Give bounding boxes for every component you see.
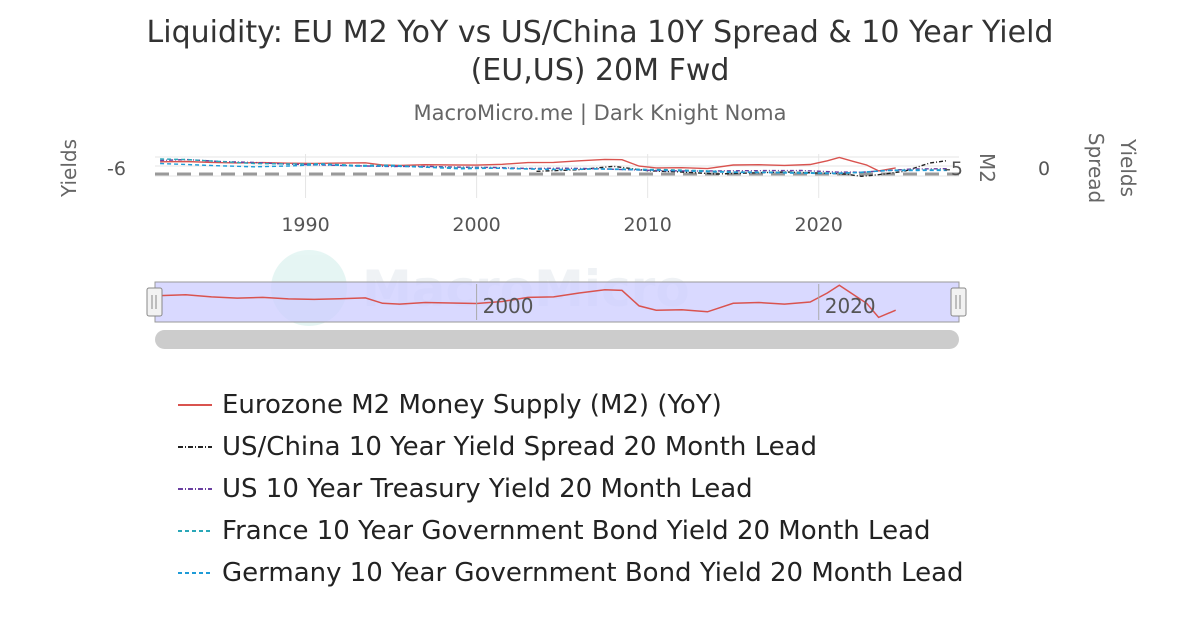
m2-axis-tick: -5 xyxy=(944,158,963,180)
navigator-scrollbar[interactable] xyxy=(155,330,959,349)
left-axis-label: Yields xyxy=(57,139,81,198)
plot-grid xyxy=(155,154,959,198)
legend-label-france: France 10 Year Government Bond Yield 20 … xyxy=(222,516,931,546)
spread-axis-label-line-1: Yields xyxy=(1116,138,1140,197)
chart-title-line-1: Liquidity: EU M2 YoY vs US/China 10Y Spr… xyxy=(146,15,1054,50)
navigator-left-handle[interactable] xyxy=(146,287,163,317)
m2-axis-label: M2 xyxy=(975,153,999,183)
x-tick-label: 2010 xyxy=(623,214,671,236)
legend-swatch-us10y xyxy=(178,488,212,490)
chart-title-line-2: (EU,US) 20M Fwd xyxy=(470,53,730,88)
chart-subtitle: MacroMicro.me | Dark Knight Noma xyxy=(413,101,787,125)
x-tick-label: 2020 xyxy=(795,214,843,236)
legend-label-germany: Germany 10 Year Government Bond Yield 20… xyxy=(222,558,964,588)
plot-series xyxy=(160,156,948,178)
legend-swatch-spread xyxy=(178,446,212,448)
spread-axis-label-line-2: Spread xyxy=(1084,133,1108,203)
x-tick-label: 1990 xyxy=(281,214,329,236)
legend-item-germany[interactable]: Germany 10 Year Government Bond Yield 20… xyxy=(178,552,964,594)
legend-swatch-france xyxy=(178,530,212,532)
legend-label-eu-m2: Eurozone M2 Money Supply (M2) (YoY) xyxy=(222,390,722,420)
series-spread xyxy=(536,160,948,178)
legend-label-spread: US/China 10 Year Yield Spread 20 Month L… xyxy=(222,432,818,462)
series-germany xyxy=(160,162,948,175)
x-axis: 1990 2000 2010 2020 xyxy=(281,214,843,236)
legend-item-eu-m2[interactable]: Eurozone M2 Money Supply (M2) (YoY) xyxy=(178,384,964,426)
navigator-x-axis: 2000 2020 xyxy=(476,284,876,320)
legend: Eurozone M2 Money Supply (M2) (YoY) US/C… xyxy=(178,384,964,594)
x-tick-label: 2000 xyxy=(452,214,500,236)
legend-swatch-eu-m2 xyxy=(178,404,212,406)
legend-item-france[interactable]: France 10 Year Government Bond Yield 20 … xyxy=(178,510,964,552)
range-navigator[interactable]: 2000 2020 xyxy=(146,281,967,349)
left-axis-tick: -6 xyxy=(107,158,126,180)
legend-item-us10y[interactable]: US 10 Year Treasury Yield 20 Month Lead xyxy=(178,468,964,510)
legend-swatch-germany xyxy=(178,572,212,574)
legend-item-spread[interactable]: US/China 10 Year Yield Spread 20 Month L… xyxy=(178,426,964,468)
navigator-window[interactable] xyxy=(154,281,960,323)
navigator-tick-label: 2000 xyxy=(483,294,534,318)
navigator-right-handle[interactable] xyxy=(950,287,967,317)
navigator-tick-label: 2020 xyxy=(825,294,876,318)
spread-axis-tick: 0 xyxy=(1038,158,1050,180)
chart-canvas: Yields -6 -5 M2 0 Yields Spread 1990 2000… xyxy=(57,133,1140,349)
chart-title: Liquidity: EU M2 YoY vs US/China 10Y Spr… xyxy=(0,14,1200,90)
legend-label-us10y: US 10 Year Treasury Yield 20 Month Lead xyxy=(222,474,753,504)
